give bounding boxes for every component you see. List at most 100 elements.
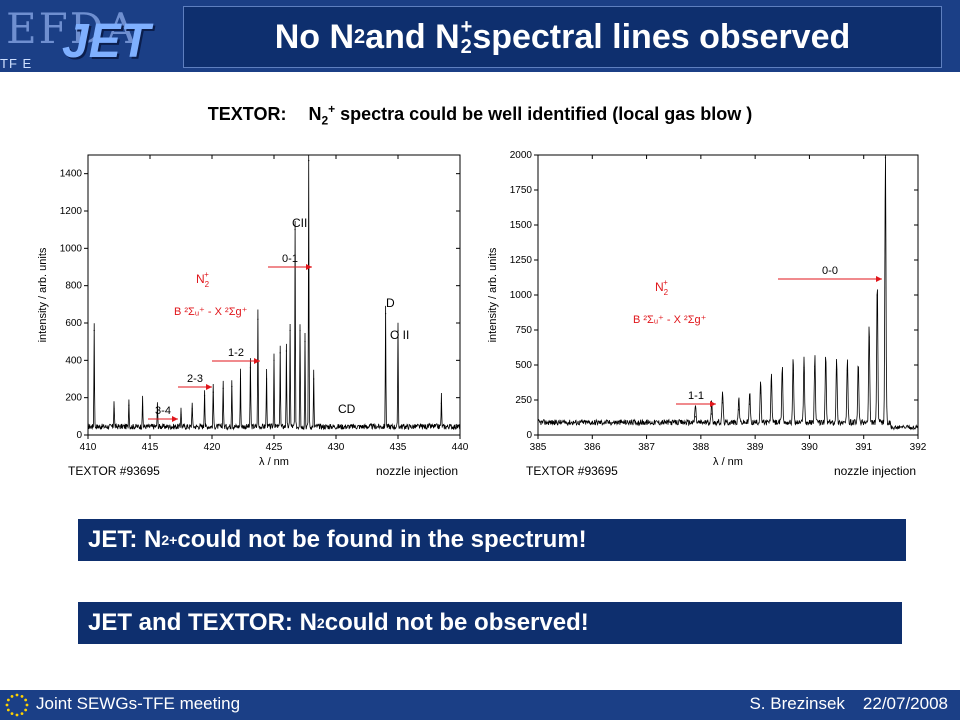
title-part: No N [274, 17, 355, 56]
arrow-head [206, 384, 212, 390]
transition-label: B ²Σᵤ⁺ - X ²Σg⁺ [633, 314, 707, 326]
y-tick-label: 0 [526, 430, 532, 441]
y-tick-label: 600 [65, 318, 82, 329]
x-tick-label: 387 [638, 442, 655, 453]
note-text: JET and TEXTOR: N [88, 609, 317, 636]
subtitle-sub: 2 [321, 113, 329, 128]
y-tick-label: 1400 [60, 169, 83, 180]
spectrum-peak [792, 370, 794, 372]
spectrum-peak [385, 313, 387, 315]
note-sub: 2 [316, 615, 325, 631]
transition-label: 1-2 [228, 347, 244, 359]
x-tick-label: 415 [142, 442, 159, 453]
eu-star [6, 708, 10, 712]
spectrum-peak [141, 406, 144, 408]
spectrum-peak [397, 329, 399, 332]
x-tick-label: 389 [747, 442, 764, 453]
spectrum-peak [694, 416, 697, 418]
date: 22/07/2008 [862, 694, 948, 713]
spectrum-peak [231, 385, 233, 388]
transition-label: 0-1 [282, 253, 298, 265]
spectrum-peak [203, 395, 206, 397]
eu-star [20, 712, 24, 716]
title-sub: 2 [354, 25, 366, 48]
shot-label: TEXTOR #93695 [68, 464, 160, 478]
spectrum-peak [180, 413, 182, 416]
spectrum-peak [814, 365, 816, 367]
spectrum-peak [308, 160, 310, 162]
transition-label: 2-3 [187, 373, 203, 385]
y-tick-label: 200 [65, 393, 82, 404]
arrow-head [172, 416, 178, 422]
subtitle-machine: TEXTOR: [207, 104, 287, 124]
efda-logo: EFDA [6, 4, 138, 53]
y-axis-label: intensity / arb. units [37, 247, 49, 342]
x-tick-label: 386 [584, 442, 601, 453]
jet-n2plus-note: JET: N 2 + could not be found in the spect… [78, 519, 906, 561]
line-label: CII [292, 216, 307, 230]
title-part: spectral lines observed [472, 17, 851, 56]
y-axis-label: intensity / arb. units [487, 247, 499, 342]
spectrum-peak [113, 408, 115, 410]
subtitle-n: N [308, 104, 322, 124]
note-text: could not be found in the spectrum! [177, 526, 587, 553]
title-sub: 2 [460, 36, 472, 58]
line-label: D [386, 296, 395, 310]
spectrum-peak [273, 359, 275, 361]
spectrum-peak [257, 318, 259, 320]
x-tick-label: 435 [390, 442, 407, 453]
spectrum-line [87, 154, 461, 431]
subtitle-text: spectra could be well identified (local … [335, 104, 753, 124]
spectrum-peak [289, 329, 291, 332]
eu-star [24, 708, 28, 712]
tfe-label: TF E [0, 56, 33, 71]
spectrum-peak [770, 385, 773, 387]
eu-star [25, 703, 29, 707]
footer-meta: S. Brezinsek 22/07/2008 [731, 694, 948, 714]
y-tick-label: 500 [515, 360, 532, 371]
spectrum-peak [212, 391, 214, 393]
y-tick-label: 250 [515, 395, 532, 406]
meeting-name: Joint SEWGs-TFE meeting [36, 694, 241, 713]
y-tick-label: 0 [76, 430, 82, 441]
author: S. Brezinsek [749, 694, 845, 713]
line-label: O II [390, 328, 409, 342]
band-label: N2+ [655, 278, 669, 297]
eu-star [20, 694, 24, 698]
transition-label: B ²Σᵤ⁺ - X ²Σg⁺ [174, 306, 248, 318]
jet-logo: JET [62, 15, 151, 68]
x-tick-label: 410 [80, 442, 97, 453]
spectrum-peak [265, 378, 268, 380]
transition-label: 1-1 [688, 390, 704, 402]
spectrum-peak [884, 157, 887, 159]
y-tick-label: 800 [65, 281, 82, 292]
subtitle-sup: + [328, 102, 336, 116]
x-tick-label: 440 [452, 442, 469, 453]
eu-star [10, 712, 14, 716]
title-part: and N [365, 17, 460, 56]
spectrum-peak [128, 404, 130, 406]
spectrum-peak [294, 229, 296, 231]
note-sup: + [169, 532, 178, 548]
x-tick-label: 388 [693, 442, 710, 453]
y-tick-label: 1000 [60, 243, 83, 254]
eu-star [10, 694, 14, 698]
x-tick-label: 392 [910, 442, 927, 453]
arrow-head [306, 264, 312, 270]
injection-label: nozzle injection [834, 464, 916, 478]
spectrum-peak [304, 341, 306, 343]
note-sub: 2 [161, 532, 170, 548]
spectrum-peak [721, 402, 724, 404]
spectrum-peak [857, 374, 859, 376]
spectrum-peak [440, 402, 442, 404]
transition-label: 0-0 [822, 265, 838, 277]
eu-star [15, 713, 19, 717]
x-tick-label: 420 [204, 442, 221, 453]
spectrum-peak [299, 329, 301, 332]
eu-star [5, 703, 9, 707]
eu-stars-icon [5, 693, 29, 717]
x-axis-label: λ / nm [713, 456, 743, 468]
spectrum-peak [868, 336, 870, 338]
shot-label: TEXTOR #93695 [526, 464, 618, 478]
